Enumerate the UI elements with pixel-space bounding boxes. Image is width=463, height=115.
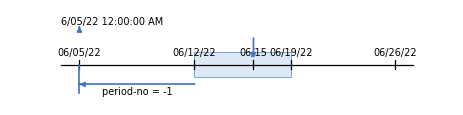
Text: 06/19/22: 06/19/22 (269, 47, 313, 57)
Text: 06/15: 06/15 (239, 47, 267, 57)
Text: 06/26/22: 06/26/22 (373, 47, 417, 57)
Text: 6/05/22 12:00:00 AM: 6/05/22 12:00:00 AM (62, 16, 164, 26)
Text: period-no = -1: period-no = -1 (101, 86, 172, 96)
FancyBboxPatch shape (194, 53, 291, 78)
Text: 06/05/22: 06/05/22 (57, 47, 101, 57)
Text: 06/12/22: 06/12/22 (172, 47, 216, 57)
